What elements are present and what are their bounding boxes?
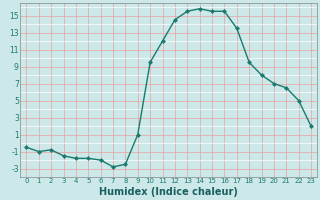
X-axis label: Humidex (Indice chaleur): Humidex (Indice chaleur) <box>99 187 238 197</box>
